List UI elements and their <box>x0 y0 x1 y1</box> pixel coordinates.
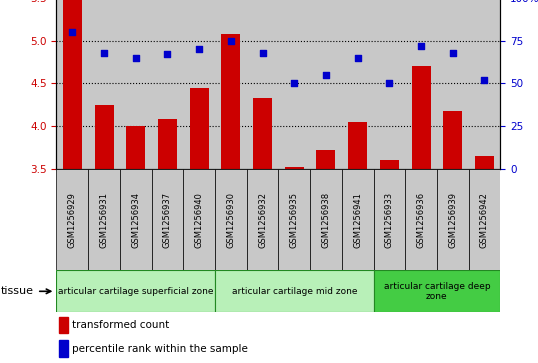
Point <box>226 38 235 44</box>
Text: GSM1256939: GSM1256939 <box>448 192 457 248</box>
Bar <box>95 105 114 169</box>
Point <box>290 81 299 86</box>
Point <box>322 72 330 78</box>
Text: articular cartilage deep
zone: articular cartilage deep zone <box>384 282 490 301</box>
Point <box>385 81 394 86</box>
FancyBboxPatch shape <box>183 169 215 270</box>
Point <box>195 46 203 52</box>
FancyBboxPatch shape <box>279 169 310 270</box>
Bar <box>412 66 430 169</box>
FancyBboxPatch shape <box>215 270 373 312</box>
Text: tissue: tissue <box>1 286 51 296</box>
Point <box>131 55 140 61</box>
Text: GSM1256936: GSM1256936 <box>416 192 426 248</box>
Text: GSM1256932: GSM1256932 <box>258 192 267 248</box>
Bar <box>189 88 209 169</box>
Text: GSM1256933: GSM1256933 <box>385 192 394 248</box>
Text: GSM1256942: GSM1256942 <box>480 192 489 248</box>
Text: GSM1256930: GSM1256930 <box>226 192 235 248</box>
Text: percentile rank within the sample: percentile rank within the sample <box>72 344 248 354</box>
Text: articular cartilage superficial zone: articular cartilage superficial zone <box>58 287 214 296</box>
FancyBboxPatch shape <box>152 169 183 270</box>
Point <box>417 43 426 49</box>
Bar <box>59 340 68 357</box>
Text: GSM1256935: GSM1256935 <box>290 192 299 248</box>
Bar <box>285 167 304 169</box>
Bar <box>380 160 399 169</box>
Point <box>100 50 108 56</box>
Text: GSM1256931: GSM1256931 <box>100 192 109 248</box>
Bar <box>316 150 336 169</box>
Text: GSM1256929: GSM1256929 <box>68 192 77 248</box>
FancyBboxPatch shape <box>437 169 469 270</box>
FancyBboxPatch shape <box>215 169 247 270</box>
FancyBboxPatch shape <box>342 169 373 270</box>
Bar <box>221 34 240 169</box>
Point <box>163 52 172 57</box>
Text: GSM1256941: GSM1256941 <box>353 192 362 248</box>
FancyBboxPatch shape <box>247 169 279 270</box>
Point <box>449 50 457 56</box>
Text: GSM1256937: GSM1256937 <box>163 192 172 248</box>
FancyBboxPatch shape <box>56 270 215 312</box>
Point <box>353 55 362 61</box>
Point <box>258 50 267 56</box>
Text: transformed count: transformed count <box>72 321 169 330</box>
FancyBboxPatch shape <box>405 169 437 270</box>
Text: GSM1256934: GSM1256934 <box>131 192 140 248</box>
Bar <box>63 0 82 169</box>
Bar <box>59 317 68 333</box>
Text: articular cartilage mid zone: articular cartilage mid zone <box>231 287 357 296</box>
FancyBboxPatch shape <box>88 169 120 270</box>
FancyBboxPatch shape <box>310 169 342 270</box>
FancyBboxPatch shape <box>120 169 152 270</box>
Bar <box>348 122 367 169</box>
Text: GSM1256940: GSM1256940 <box>195 192 204 248</box>
Bar <box>443 111 462 169</box>
FancyBboxPatch shape <box>469 169 500 270</box>
Bar <box>158 119 177 169</box>
Bar <box>126 126 145 169</box>
Bar <box>253 98 272 169</box>
FancyBboxPatch shape <box>373 169 405 270</box>
FancyBboxPatch shape <box>56 169 88 270</box>
FancyBboxPatch shape <box>373 270 500 312</box>
Bar <box>475 156 494 169</box>
Point <box>68 29 76 35</box>
Point <box>480 77 489 83</box>
Text: GSM1256938: GSM1256938 <box>322 192 330 248</box>
